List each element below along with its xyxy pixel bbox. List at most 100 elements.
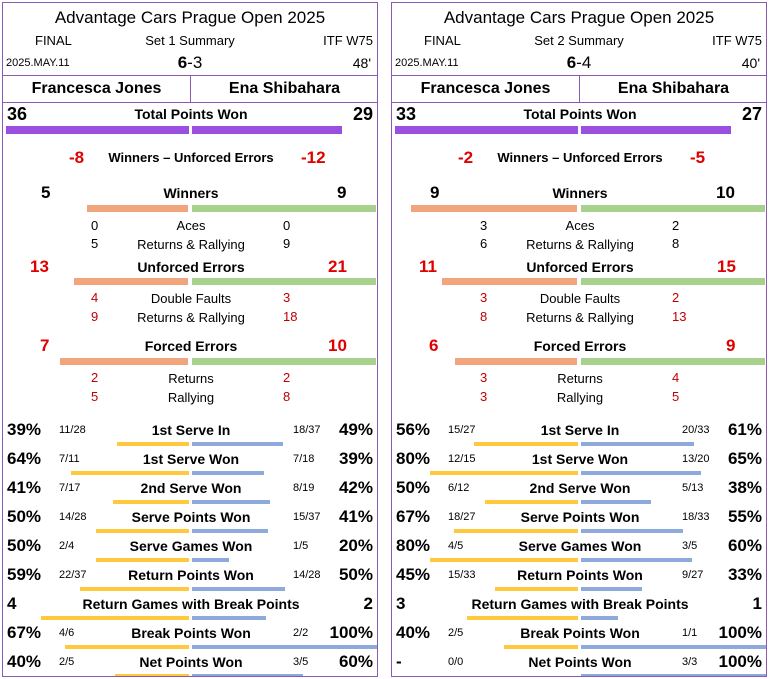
- stat-bar-b: [581, 616, 618, 620]
- stat-fraction-b: 3/5: [293, 656, 309, 668]
- stat-pct-b: 39%: [338, 449, 373, 468]
- set-summary-label: Set 1 Summary: [145, 33, 235, 48]
- stat-pct-b: 65%: [727, 449, 762, 468]
- stat-fraction-a: 6/12: [448, 482, 470, 494]
- stat-bar-a: [430, 471, 578, 475]
- stat-fraction-b: 2/2: [293, 627, 309, 639]
- stat-label: Break Points Won: [131, 625, 251, 641]
- ue-rr-a: 9: [91, 309, 99, 324]
- player-names-row: Francesca Jones Ena Shibahara: [392, 75, 766, 103]
- ue-rr-b: 18: [283, 309, 298, 324]
- match-date: 2025.MAY.11: [395, 57, 459, 69]
- df-b: 3: [283, 290, 291, 305]
- ue-bar-b: [192, 278, 376, 285]
- fe-rally-label: Rallying: [167, 390, 215, 405]
- aces-a: 3: [480, 218, 488, 233]
- stat-fraction-a: 18/27: [448, 511, 476, 523]
- aces-label: Aces: [565, 218, 595, 233]
- stat-pct-b: 49%: [338, 420, 373, 439]
- stat-pct-a: 50%: [7, 536, 42, 555]
- stat-pct-a: 39%: [7, 420, 42, 439]
- winners-bar-a: [411, 205, 577, 212]
- stat-pct-b: 33%: [727, 565, 762, 584]
- w-ue-a: -2: [458, 148, 474, 167]
- stat-pct-a: 67%: [396, 507, 431, 526]
- stat-pct-a: 40%: [7, 652, 42, 671]
- stat-pct-b: 2: [363, 594, 373, 613]
- stat-pct-b: 20%: [338, 536, 373, 555]
- df-a: 4: [91, 290, 99, 305]
- stat-fraction-b: 14/28: [293, 569, 321, 581]
- winners-label: Winners: [552, 185, 608, 201]
- stat-fraction-b: 15/37: [293, 511, 321, 523]
- winners-a: 9: [430, 183, 440, 202]
- stat-fraction-a: 4/6: [59, 627, 75, 639]
- stat-bar-a: [96, 558, 189, 562]
- winners-b: 10: [716, 183, 735, 202]
- winners-rr-label: Returns & Rallying: [137, 237, 245, 252]
- stat-label: Net Points Won: [528, 654, 632, 670]
- stat-fraction-a: 12/15: [448, 453, 476, 465]
- stat-pct-b: 55%: [727, 507, 762, 526]
- stat-fraction-a: 11/28: [59, 424, 86, 436]
- ue-bar-a: [442, 278, 577, 285]
- stat-pct-a: 67%: [7, 623, 42, 642]
- stat-fraction-b: 8/19: [293, 482, 315, 494]
- stat-bar-b: [581, 442, 694, 446]
- fe-bar-b: [192, 358, 376, 365]
- score-a: 6: [566, 53, 577, 72]
- total-points-bar-b: [581, 126, 731, 134]
- winners-bar-a: [87, 205, 188, 212]
- stat-bar-a: [80, 587, 189, 591]
- stat-fraction-b: 5/13: [682, 482, 704, 494]
- stat-bar-a: [113, 500, 189, 504]
- total-points-bar-a: [6, 126, 189, 134]
- stat-fraction-a: 22/37: [59, 569, 87, 581]
- round-label: FINAL: [35, 33, 72, 48]
- stat-bar-a: [454, 529, 578, 533]
- fe-a: 7: [40, 336, 50, 355]
- tournament-title: Advantage Cars Prague Open 2025: [443, 8, 715, 27]
- aces-b: 2: [672, 218, 680, 233]
- stat-bar-a: [495, 587, 578, 591]
- aces-b: 0: [283, 218, 291, 233]
- stat-pct-b: 1: [752, 594, 762, 613]
- winners-bar-b: [581, 205, 765, 212]
- stat-label: Return Games with Break Points: [471, 596, 689, 612]
- tournament-level: ITF W75: [712, 33, 762, 48]
- stat-bar-b: [192, 616, 266, 620]
- stat-bar-b: [192, 471, 264, 475]
- tournament-title: Advantage Cars Prague Open 2025: [54, 8, 326, 27]
- score-separator: -: [576, 53, 582, 72]
- round-label: FINAL: [424, 33, 461, 48]
- stat-fraction-a: 0/0: [448, 656, 464, 668]
- df-label: Double Faults: [150, 291, 232, 306]
- stat-pct-a: 80%: [396, 536, 431, 555]
- df-a: 3: [480, 290, 488, 305]
- player-b-name: Ena Shibahara: [228, 80, 341, 97]
- fe-rally-a: 3: [480, 389, 488, 404]
- fe-b: 10: [328, 336, 347, 355]
- stat-pct-b: 60%: [338, 652, 373, 671]
- stat-pct-a: 64%: [7, 449, 42, 468]
- ue-rr-b: 13: [672, 309, 687, 324]
- stat-fraction-b: 1/5: [293, 540, 309, 552]
- stat-bar-b: [192, 442, 283, 446]
- fe-returns-b: 2: [283, 370, 291, 385]
- stat-label: 1st Serve In: [151, 422, 231, 438]
- stat-pct-a: 40%: [396, 623, 431, 642]
- stat-bar-a: [115, 674, 189, 676]
- fe-returns-label: Returns: [557, 371, 603, 386]
- w-ue-b: -12: [301, 148, 326, 167]
- stat-pct-a: 41%: [7, 478, 42, 497]
- stat-bar-a: [467, 616, 578, 620]
- df-label: Double Faults: [539, 291, 621, 306]
- w-ue-label: Winners – Unforced Errors: [497, 150, 663, 165]
- stat-bar-a: [485, 500, 578, 504]
- total-points-b: 27: [741, 104, 762, 124]
- fe-returns-b: 4: [672, 370, 680, 385]
- stat-pct-a: 59%: [7, 565, 42, 584]
- stat-fraction-b: 3/3: [682, 656, 698, 668]
- winners-rr-b: 9: [283, 236, 291, 251]
- stat-label: Return Points Won: [128, 567, 254, 583]
